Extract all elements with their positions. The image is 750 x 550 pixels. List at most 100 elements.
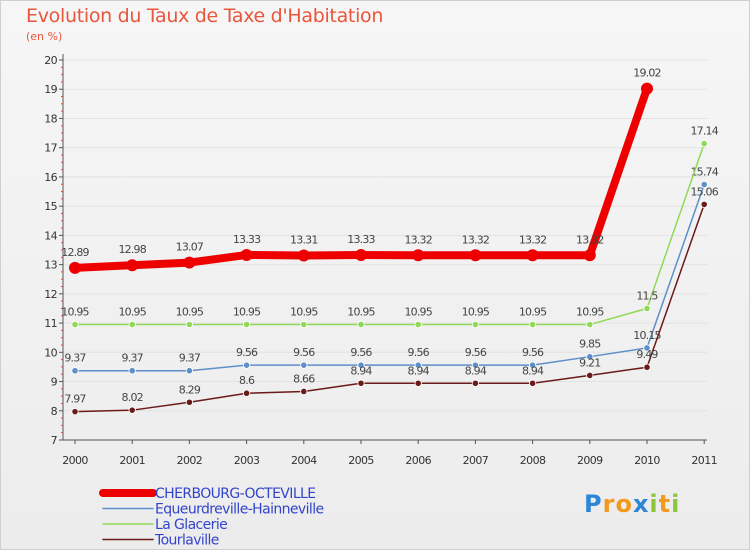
data-point [414,379,422,387]
y-tick-label: 17 [44,142,57,155]
data-label: 9.21 [579,356,600,369]
y-tick-label: 10 [44,346,57,359]
logo-letter: o [615,490,633,518]
data-point [126,259,139,272]
y-tick-label: 14 [44,229,57,242]
data-point [128,406,136,414]
y-tick-label: 20 [44,54,57,67]
data-point [643,363,651,371]
logo-letter: t [658,490,672,518]
legend-item: CHERBOURG-OCTEVILLE [99,486,316,502]
data-point [471,379,479,387]
data-label: 9.56 [408,346,430,359]
data-point [586,320,594,329]
data-point [183,256,196,269]
data-point [297,249,310,262]
data-label: 8.66 [293,372,315,385]
data-label: 13.33 [233,233,261,246]
data-point [128,367,136,375]
data-point [700,200,708,208]
data-label: 13.07 [176,241,204,254]
data-label: 10.95 [233,306,261,319]
y-tick-label: 19 [44,83,57,96]
data-point [700,140,708,148]
data-point [528,320,537,329]
data-point [357,361,365,369]
x-tick-label: 2004 [291,454,317,467]
legend-label: Tourlaville [154,533,219,549]
data-label: 17.14 [690,125,718,138]
data-label: 12.98 [118,243,146,256]
series-line [74,183,705,372]
data-label: 8.94 [408,364,430,377]
data-label: 10.95 [519,306,547,319]
data-label: 10.95 [404,306,432,319]
data-label: 13.32 [519,233,547,246]
data-label: 7.97 [64,393,86,406]
data-point [185,320,193,329]
x-tick-label: 2006 [405,454,431,467]
data-label: 13.33 [347,233,375,246]
data-label: 15.06 [690,185,718,198]
data-label: 8.02 [122,391,143,404]
data-point [185,398,193,406]
x-tick-label: 2003 [234,454,260,467]
data-label: 10.95 [290,306,318,319]
data-label: 19.02 [633,67,661,80]
y-tick-label: 15 [44,200,57,213]
series-tourlaville: 7.97 8.02 8.29 8.6 8.66 8.94 8.94 8.94 8.94 9.21 9… [64,185,720,416]
data-label: 9.49 [636,348,658,361]
data-point [583,249,596,262]
data-label: 10.95 [176,306,204,319]
logo-letter: i [649,490,659,518]
data-point [71,408,79,416]
series-line [74,142,705,326]
data-point [243,320,251,329]
data-point [128,320,136,329]
data-point [71,367,79,375]
data-point [357,379,365,387]
y-tick-label: 7 [51,434,58,447]
data-label: 11.5 [636,289,658,302]
data-point [471,320,479,329]
x-tick-label: 2000 [62,454,88,467]
data-point [355,248,367,261]
data-point [185,367,193,375]
data-point [528,379,537,387]
legend-item: La Glacerie [102,517,228,533]
y-tick-label: 18 [44,112,57,125]
data-point [243,361,251,369]
data-label: 8.6 [239,374,255,387]
series-line [74,203,705,413]
data-point [641,82,653,95]
data-label: 10.95 [118,306,146,319]
x-tick-label: 2005 [348,454,374,467]
data-point [240,248,253,261]
y-tick-label: 9 [51,376,58,389]
data-label: 8.94 [522,364,544,377]
data-point [300,387,308,396]
data-point [643,304,651,313]
data-label: 10.95 [462,306,490,319]
data-label: 10.95 [347,306,375,319]
data-label: 9.37 [179,352,201,365]
data-label: 8.94 [465,364,487,377]
x-tick-label: 2009 [577,454,603,467]
data-label: 12.89 [61,246,89,259]
data-label: 9.37 [64,352,86,365]
data-label: 13.31 [290,234,318,247]
data-label: 13.32 [576,233,604,246]
data-point [357,320,365,329]
y-tick-label: 11 [44,317,57,330]
x-tick-label: 2008 [520,454,546,467]
legend-label: CHERBOURG-OCTEVILLE [155,486,315,502]
data-point [243,389,251,397]
series-equeurdreville-hainneville: 9.37 9.37 9.37 9.56 9.56 9.56 9.56 9.56 9.56 9.85… [64,166,720,375]
logo-letter: r [602,490,616,518]
legend-label: La Glacerie [155,517,227,533]
data-label: 9.85 [579,338,601,351]
data-point [412,249,425,262]
data-point [526,249,539,262]
